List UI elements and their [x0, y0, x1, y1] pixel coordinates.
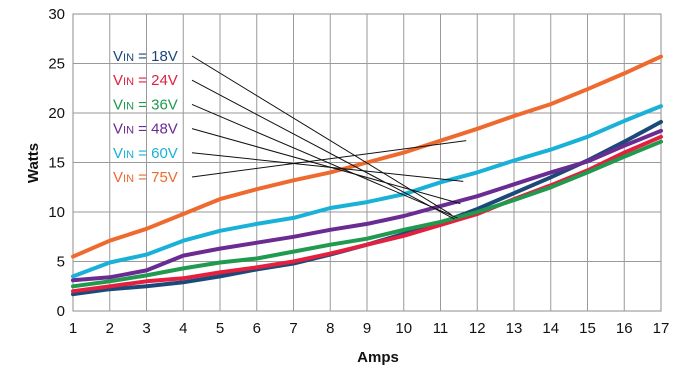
x-tick-label: 15	[579, 320, 596, 337]
y-tick-label: 5	[57, 254, 65, 271]
legend: VIN = 18V VIN = 24V VIN = 36V VIN = 48V VIN …	[113, 48, 178, 186]
legend-leader-line	[191, 140, 467, 178]
legend-leader-line	[191, 79, 455, 220]
x-tick-label: 9	[363, 320, 371, 337]
legend-leader-line	[191, 128, 461, 205]
x-tick-label: 6	[253, 320, 261, 337]
x-tick-label: 17	[653, 320, 670, 337]
legend-entry-3: VIN = 48V	[113, 121, 178, 138]
y-tick-label: 20	[48, 105, 65, 122]
series-line-4	[71, 104, 663, 279]
legend-leader-line	[191, 152, 464, 182]
x-axis-title: Amps	[357, 349, 399, 366]
y-tick-label: 25	[48, 56, 65, 73]
x-tick-label: 13	[506, 320, 523, 337]
legend-entry-0: VIN = 18V	[113, 48, 178, 65]
x-tick-label: 3	[142, 320, 150, 337]
legend-leader-line	[191, 103, 458, 219]
y-axis-title: Watts	[25, 143, 42, 183]
x-tick-label: 10	[395, 320, 412, 337]
legend-entry-4: VIN = 60V	[113, 145, 178, 162]
legend-entry-2: VIN = 36V	[113, 96, 178, 113]
series-line-2	[71, 139, 663, 289]
x-tick-label: 12	[469, 320, 486, 337]
x-tick-label: 2	[106, 320, 114, 337]
y-tick-label: 15	[48, 155, 65, 172]
x-tick-label: 14	[542, 320, 559, 337]
x-tick-label: 1	[69, 320, 77, 337]
legend-leader-lines	[191, 55, 467, 220]
x-tick-label: 11	[433, 320, 449, 337]
y-tick-label: 0	[57, 303, 65, 320]
y-tick-label: 10	[48, 204, 65, 221]
x-tick-label: 16	[616, 320, 633, 337]
series-line-3	[71, 128, 663, 283]
x-tick-label: 5	[216, 320, 224, 337]
legend-entry-5: VIN = 75V	[113, 169, 178, 186]
legend-leader-line	[191, 55, 452, 216]
x-tick-label: 4	[179, 320, 187, 337]
series-layer	[71, 54, 663, 297]
x-tick-label: 7	[289, 320, 297, 337]
y-tick-label: 30	[48, 6, 65, 23]
legend-entry-1: VIN = 24V	[113, 72, 178, 89]
x-tick-label: 8	[326, 320, 334, 337]
